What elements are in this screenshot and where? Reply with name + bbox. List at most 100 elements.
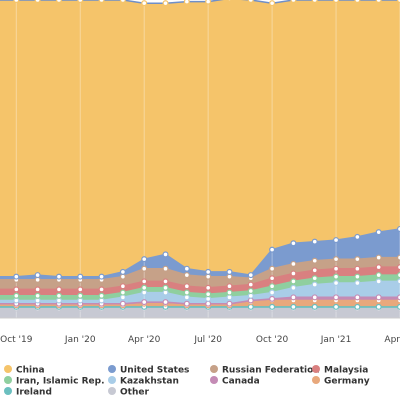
point-canada (183, 300, 190, 307)
point-iran-islamic-rep (375, 272, 382, 279)
point-china (311, 0, 318, 3)
legend-label-china[interactable]: China (16, 366, 45, 376)
point-kazakhstan (77, 297, 84, 304)
point-canada (141, 299, 148, 306)
point-iran-islamic-rep (119, 289, 126, 296)
point-iran-islamic-rep (98, 292, 105, 299)
point-canada (311, 294, 318, 301)
legend-label-iran-islamic-rep[interactable]: Iran, Islamic Rep. (16, 377, 105, 387)
area-china (0, 0, 400, 277)
x-tick-label: Jul '20 (193, 335, 222, 345)
line-russian-federation (0, 256, 400, 281)
point-iran-islamic-rep (55, 292, 62, 299)
point-canada (119, 300, 126, 307)
point-china (77, 0, 84, 3)
legend-label-germany[interactable]: Germany (324, 377, 370, 387)
point-canada (269, 295, 276, 302)
point-canada (333, 294, 340, 301)
legend-marker-other (108, 387, 116, 395)
point-iran-islamic-rep (311, 275, 318, 282)
point-united-states (333, 237, 340, 244)
point-malaysia (205, 284, 212, 291)
point-ireland (247, 303, 254, 310)
point-united-states (141, 256, 148, 263)
point-iran-islamic-rep (13, 292, 20, 299)
point-russian-federation (333, 256, 340, 263)
point-united-states (247, 272, 254, 279)
x-axis: Oct '19 Jan '20 Apr '20 Jul '20 Oct '20 Jan '… (0, 317, 400, 345)
point-iran-islamic-rep (247, 287, 254, 294)
x-tick-label: Oct '19 (0, 335, 33, 345)
point-iran-islamic-rep (34, 292, 41, 299)
point-ireland (290, 303, 297, 310)
point-kazakhstan (183, 294, 190, 301)
point-united-states (290, 240, 297, 247)
point-russian-federation (375, 254, 382, 261)
legend-marker-china (4, 365, 12, 373)
point-china (269, 0, 276, 7)
area-iran-islamic-rep (0, 275, 400, 301)
legend-marker-ireland (4, 387, 12, 395)
legend-label-canada[interactable]: Canada (222, 377, 260, 387)
point-china (55, 0, 62, 3)
point-china (333, 0, 340, 3)
legend-label-united-states[interactable]: United States (120, 366, 189, 376)
point-kazakhstan (98, 297, 105, 304)
point-iran-islamic-rep (205, 291, 212, 298)
legend-marker-germany (312, 376, 320, 384)
point-malaysia (269, 275, 276, 282)
x-tick-label: Jan '21 (320, 335, 352, 345)
point-malaysia (354, 265, 361, 272)
point-kazakhstan (269, 289, 276, 296)
point-united-states (311, 238, 318, 245)
point-russian-federation (162, 265, 169, 272)
point-iran-islamic-rep (290, 278, 297, 285)
area-malaysia (0, 267, 400, 296)
line-malaysia (0, 266, 400, 291)
point-iran-islamic-rep (77, 292, 84, 299)
legend-label-other[interactable]: Other (120, 388, 149, 398)
point-kazakhstan (290, 284, 297, 291)
point-united-states (397, 225, 400, 232)
point-kazakhstan (55, 297, 62, 304)
point-united-states (119, 268, 126, 275)
point-united-states (269, 246, 276, 253)
legend-marker-iran-islamic-rep (4, 376, 12, 384)
point-united-states (375, 229, 382, 236)
point-iran-islamic-rep (397, 272, 400, 279)
point-kazakhstan (141, 289, 148, 296)
point-iran-islamic-rep (226, 289, 233, 296)
point-china (141, 0, 148, 7)
point-china (290, 0, 297, 3)
legend-label-kazakhstan[interactable]: Kazakhstan (120, 377, 179, 387)
point-iran-islamic-rep (141, 284, 148, 291)
point-kazakhstan (162, 289, 169, 296)
point-kazakhstan (311, 281, 318, 288)
point-malaysia (375, 264, 382, 271)
x-tick-label: Jan '20 (64, 335, 96, 345)
point-china (98, 0, 105, 3)
point-russian-federation (34, 276, 41, 283)
point-united-states (98, 273, 105, 280)
point-russian-federation (141, 265, 148, 272)
point-russian-federation (290, 260, 297, 267)
legend-label-malaysia[interactable]: Malaysia (324, 366, 368, 376)
point-malaysia (247, 281, 254, 288)
point-china (247, 0, 254, 3)
point-united-states (55, 273, 62, 280)
point-canada (226, 300, 233, 307)
point-iran-islamic-rep (183, 289, 190, 296)
legend-label-ireland[interactable]: Ireland (16, 388, 52, 398)
point-iran-islamic-rep (162, 284, 169, 291)
legend-label-russian-federation[interactable]: Russian Federation (222, 366, 320, 376)
point-ireland (397, 303, 400, 310)
point-malaysia (311, 267, 318, 274)
legend: China United States Russian Federation Mala… (4, 365, 370, 398)
legend-marker-malaysia (312, 365, 320, 373)
point-kazakhstan (205, 295, 212, 302)
point-malaysia (290, 270, 297, 277)
point-canada (375, 294, 382, 301)
point-united-states (34, 272, 41, 279)
area-canada (0, 297, 400, 306)
